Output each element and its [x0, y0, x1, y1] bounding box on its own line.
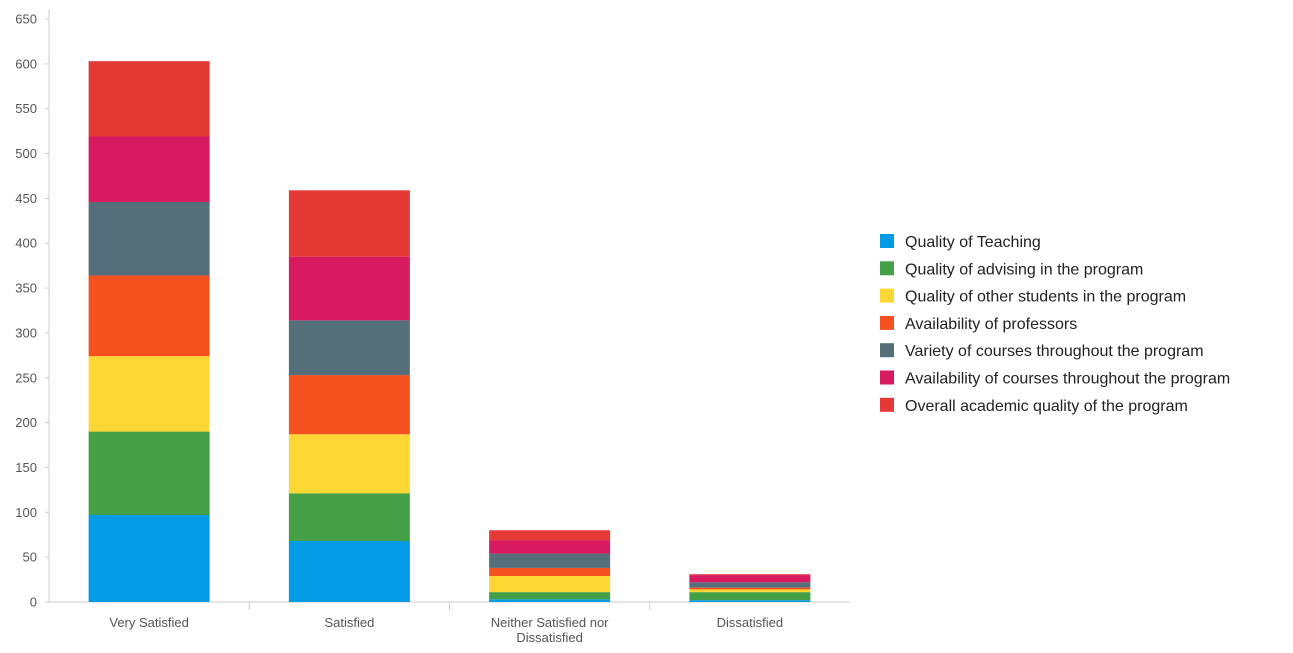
y-tick-label: 350 [15, 281, 37, 296]
bar-segment [88, 136, 210, 202]
bar-segment [689, 592, 811, 601]
bars [88, 61, 811, 602]
bar-segment [288, 320, 410, 376]
y-tick-label: 550 [15, 101, 37, 116]
y-tick-label: 450 [15, 191, 37, 206]
bar-segment [288, 375, 410, 435]
bar-segment [489, 540, 611, 554]
bar-segment [288, 256, 410, 321]
bar-segment [689, 589, 811, 593]
legend-swatch [880, 315, 894, 330]
y-tick-label: 150 [15, 460, 37, 475]
y-tick-label: 0 [30, 595, 37, 610]
bar-segment [689, 582, 811, 588]
bar-segment [489, 575, 611, 593]
bar-segment [88, 275, 210, 357]
legend-label: Quality of Teaching [905, 234, 1041, 251]
bar-segment [288, 434, 410, 494]
bar-segment [288, 190, 410, 257]
legend-label: Overall academic quality of the program [905, 398, 1188, 415]
x-category-label: Dissatisfied [717, 615, 783, 630]
bar-segment [88, 514, 210, 602]
bar-segment [489, 592, 611, 600]
x-category-label: Neither Satisfied nor Dissatisfied [491, 615, 609, 645]
y-tick-label: 200 [15, 415, 37, 430]
y-tick-label: 300 [15, 325, 37, 340]
bar-segment [489, 553, 611, 568]
y-tick-label: 100 [15, 505, 37, 520]
legend-label: Availability of courses throughout the p… [905, 371, 1230, 388]
bar-segment [489, 567, 611, 576]
legend-swatch [880, 234, 894, 248]
legend-swatch [880, 288, 894, 303]
bar-segment [88, 61, 210, 137]
y-tick-label: 600 [15, 56, 37, 71]
bar-segment [88, 431, 210, 515]
bar-segment [689, 574, 811, 576]
legend-label: Quality of other students in the program [905, 289, 1186, 306]
bar-segment [489, 530, 611, 541]
y-tick-label: 400 [15, 236, 37, 251]
bar-segment [689, 600, 811, 602]
bar-segment [689, 575, 811, 583]
legend-swatch [880, 261, 894, 276]
legend-label: Availability of professors [905, 316, 1077, 333]
bar-segment [88, 201, 210, 276]
legend: Quality of Teaching Quality of advising i… [880, 234, 1230, 415]
bar-segment [689, 587, 811, 590]
bar-segment [288, 541, 410, 602]
y-tick-label: 650 [15, 12, 37, 27]
legend-label: Quality of advising in the program [905, 261, 1143, 278]
x-category-label: Very Satisfied [109, 615, 189, 630]
y-tick-label: 250 [15, 370, 37, 385]
bar-segment [88, 356, 210, 432]
legend-swatch [880, 370, 894, 385]
legend-label: Variety of courses throughout the progra… [905, 343, 1204, 360]
y-tick-label: 500 [15, 146, 37, 161]
x-category-label: Satisfied [324, 615, 374, 630]
y-tick-label: 50 [23, 550, 37, 565]
legend-swatch [880, 397, 894, 412]
bar-segment [489, 599, 611, 602]
bar-segment [288, 493, 410, 542]
legend-swatch [880, 343, 894, 358]
axes: 0 50 100 150 200 250 300 350 400 450 500 550 600 650 V… [15, 9, 850, 645]
